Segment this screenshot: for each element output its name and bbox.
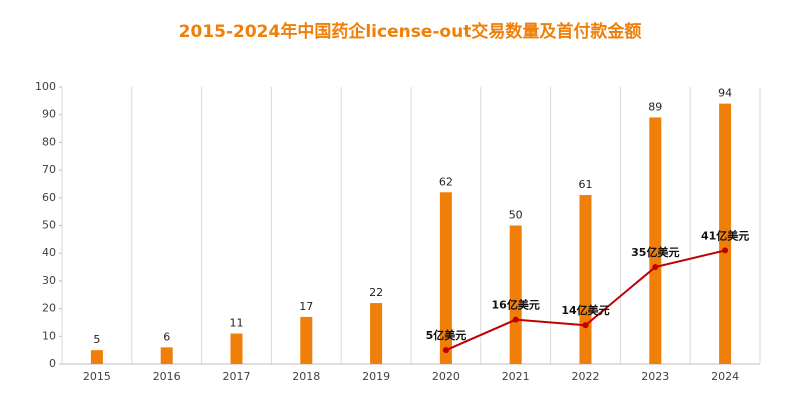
line-value-label: 5亿美元 [426,328,467,342]
x-tick-label: 2018 [292,370,320,383]
bar [90,350,103,364]
x-tick-label: 2020 [432,370,460,383]
bar [300,316,313,364]
y-tick-label: 20 [42,302,56,315]
chart-title: 2015-2024年中国药企license-out交易数量及首付款金额 [179,21,642,42]
y-tick-label: 0 [49,357,56,370]
y-tick-label: 60 [42,191,56,204]
line-value-label: 35亿美元 [631,245,679,259]
y-tick-label: 10 [42,329,56,342]
x-tick-label: 2021 [502,370,530,383]
y-tick-label: 80 [42,135,56,148]
bar [370,303,383,364]
y-tick-label: 50 [42,219,56,232]
y-tick-label: 70 [42,163,56,176]
y-tick-label: 40 [42,246,56,259]
line-point [582,322,589,329]
y-tick-label: 90 [42,108,56,121]
bar-value-label: 11 [230,317,244,330]
line-point [722,247,729,254]
line-value-label: 41亿美元 [701,228,749,242]
line-point [442,347,449,354]
x-tick-label: 2024 [711,370,739,383]
line-value-label: 14亿美元 [561,303,609,317]
x-tick-label: 2015 [83,370,111,383]
bar-value-label: 89 [648,100,662,113]
bar-value-label: 6 [163,330,170,343]
line-point [652,264,659,271]
bar-value-label: 50 [509,209,523,222]
x-tick-label: 2022 [572,370,600,383]
bar-value-label: 17 [299,300,313,313]
bar [509,225,522,364]
bar-value-label: 5 [93,333,100,346]
bar [230,333,243,364]
bar-value-label: 22 [369,286,383,299]
x-tick-label: 2019 [362,370,390,383]
bar [719,103,732,365]
x-tick-label: 2016 [153,370,181,383]
bar [439,192,452,364]
y-tick-label: 30 [42,274,56,287]
line-point [512,316,519,323]
bar-value-label: 62 [439,175,453,188]
bar [160,347,173,364]
bar-value-label: 94 [718,87,732,100]
x-tick-label: 2023 [641,370,669,383]
y-tick-label: 100 [35,80,56,93]
line-value-label: 16亿美元 [492,298,540,312]
bar [579,195,592,364]
bar [649,117,662,364]
x-tick-label: 2017 [223,370,251,383]
bar-value-label: 61 [579,178,593,191]
